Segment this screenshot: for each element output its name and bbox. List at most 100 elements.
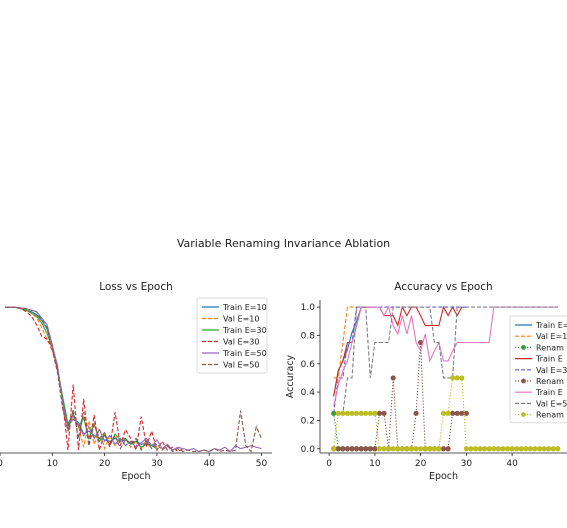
- data-point: [349, 446, 355, 452]
- data-point: [523, 446, 529, 452]
- data-point: [504, 446, 511, 452]
- data-point: [450, 410, 456, 416]
- legend-label: Val E=10: [223, 315, 259, 324]
- data-point: [440, 446, 447, 452]
- legend-item: Train E=10: [202, 303, 267, 312]
- x-tick-label: 40: [506, 459, 518, 469]
- data-point: [459, 375, 465, 381]
- legend-label: Renam: [536, 377, 564, 386]
- y-tick-label: 0.8: [301, 331, 316, 341]
- data-point: [390, 375, 396, 381]
- x-tick-label: 10: [369, 459, 381, 469]
- data-point: [381, 410, 387, 416]
- figure-suptitle: Variable Renaming Invariance Ablation: [176, 237, 391, 250]
- legend-item: Train E=: [515, 321, 567, 330]
- series-renaming-e-30: [331, 339, 469, 452]
- data-point: [367, 446, 373, 452]
- legend-item: Train E: [515, 388, 563, 397]
- chart-title: Accuracy vs Epoch: [394, 281, 492, 293]
- data-point: [408, 446, 415, 452]
- legend-label: Train E: [535, 355, 563, 364]
- legend-frame: [196, 297, 268, 374]
- data-point: [363, 410, 369, 416]
- data-point: [532, 446, 538, 452]
- legend-label: Val E=50: [223, 361, 259, 370]
- data-point: [376, 446, 383, 452]
- series-line: [5, 306, 263, 453]
- data-point: [518, 446, 524, 452]
- data-point: [472, 446, 479, 452]
- data-point: [454, 410, 460, 416]
- y-tick-label: 0.0: [301, 445, 316, 455]
- series-renaming-e-50: [331, 375, 561, 452]
- series-val-e-50: [5, 306, 263, 453]
- data-point: [418, 339, 424, 346]
- data-point: [541, 446, 547, 452]
- data-point: [459, 410, 465, 416]
- legend-label: Val E=3: [536, 366, 567, 375]
- legend-item: Train E: [515, 355, 563, 364]
- legend-item: Val E=10: [202, 315, 259, 324]
- x-tick-label: 20: [99, 459, 111, 469]
- data-point: [353, 410, 360, 416]
- data-point: [372, 446, 378, 452]
- x-tick-label: 10: [47, 459, 59, 469]
- data-point: [495, 446, 501, 452]
- data-point: [445, 446, 451, 452]
- data-point: [367, 410, 373, 416]
- data-point: [454, 375, 460, 381]
- legend-label: Val E=5: [536, 399, 567, 408]
- x-tick-label: 50: [256, 459, 268, 469]
- x-tick-label: 30: [151, 459, 163, 469]
- legend-item: Val E=3: [515, 366, 567, 375]
- series-val-e-50: [333, 306, 558, 414]
- series-line: [333, 413, 375, 450]
- data-point: [509, 446, 515, 452]
- data-point: [468, 446, 474, 452]
- series-val-e-30: [5, 306, 184, 453]
- legend-marker: [521, 378, 526, 384]
- legend: Train E=10 Val E=10 Train E=30 Val E=30 Trai…: [196, 297, 268, 374]
- data-point: [358, 446, 364, 452]
- accuracy-vs-epoch-chart: Accuracy vs Epoch 0 10 20 30 40 Epoch 0.0 0.2 0.4…: [285, 281, 567, 482]
- data-point: [381, 446, 387, 452]
- data-point: [477, 446, 483, 452]
- loss-vs-epoch-chart: Loss vs Epoch 0 10 20 30 40 50 Epoch Train E=10 V…: [0, 281, 272, 482]
- data-point: [413, 446, 419, 452]
- data-point: [491, 446, 497, 452]
- x-axis-label: Epoch: [121, 471, 150, 482]
- y-tick-label: 1.0: [301, 303, 316, 313]
- data-point: [340, 446, 346, 452]
- y-tick-label: 0.2: [301, 416, 315, 426]
- legend-label: Renam: [536, 411, 564, 420]
- data-point: [536, 446, 543, 452]
- data-point: [344, 410, 351, 416]
- series-renaming-e-10: [331, 410, 378, 452]
- data-point: [404, 446, 410, 452]
- data-point: [427, 446, 433, 452]
- data-point: [431, 446, 437, 452]
- data-point: [422, 446, 428, 452]
- data-point: [395, 446, 401, 452]
- data-point: [353, 446, 360, 452]
- data-point: [358, 410, 364, 416]
- legend-label: Val E=30: [223, 338, 259, 347]
- x-tick-label: 40: [204, 459, 216, 469]
- legend-label: Train E=: [535, 321, 567, 330]
- legend-item: Val E=50: [202, 361, 259, 370]
- plot-area: [5, 306, 263, 453]
- y-axis-label: Accuracy: [285, 354, 296, 398]
- data-point: [450, 375, 456, 381]
- data-point: [340, 410, 346, 416]
- legend-item: Renam: [515, 377, 564, 386]
- data-point: [486, 446, 492, 452]
- chart-title: Loss vs Epoch: [99, 281, 173, 293]
- legend-item: Val E=5: [515, 399, 567, 408]
- data-point: [482, 446, 488, 452]
- x-tick-label: 20: [415, 459, 427, 469]
- data-point: [344, 446, 351, 452]
- data-point: [463, 446, 469, 452]
- legend-label: Train E=10: [222, 303, 267, 312]
- data-point: [436, 446, 442, 452]
